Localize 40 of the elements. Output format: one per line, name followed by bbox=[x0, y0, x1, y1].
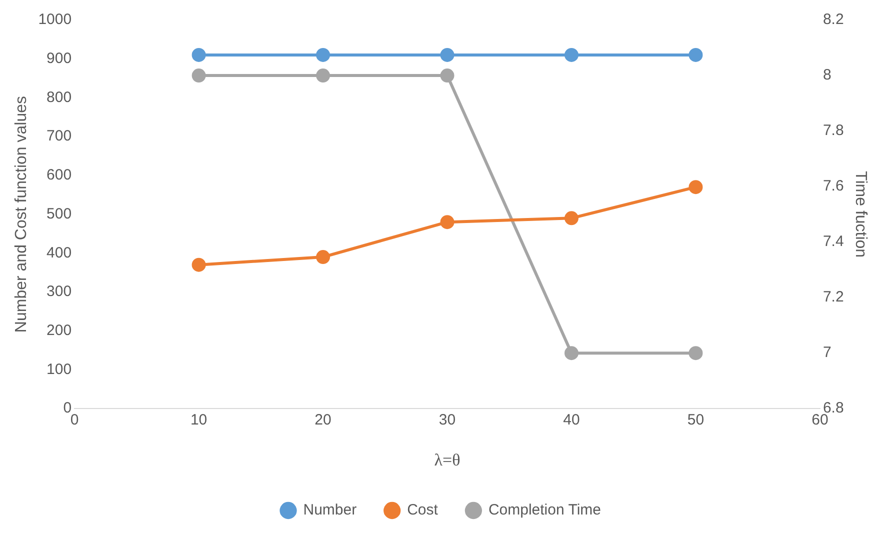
x-axis-title: λ=θ bbox=[434, 450, 460, 470]
y-tick-label: 800 bbox=[46, 88, 72, 106]
point bbox=[316, 250, 330, 264]
y-tick-label: 0 bbox=[63, 400, 72, 417]
point bbox=[192, 258, 206, 272]
point bbox=[564, 211, 578, 226]
x-tick-label: 10 bbox=[190, 412, 208, 429]
point bbox=[564, 48, 578, 62]
x-tick-label: 60 bbox=[812, 412, 828, 429]
y-tick-label: 400 bbox=[46, 244, 72, 262]
x-tick-label: 20 bbox=[314, 412, 332, 429]
y-tick-label: 700 bbox=[46, 128, 72, 145]
y-tick-label: 900 bbox=[46, 50, 72, 67]
point bbox=[192, 48, 206, 62]
y-tick-label: 1000 bbox=[38, 11, 72, 28]
y-tick-label: 600 bbox=[46, 166, 72, 184]
y2-tick-label: 7.4 bbox=[822, 233, 844, 250]
y-tick-label: 100 bbox=[46, 360, 72, 378]
y2-tick-label: 7 bbox=[822, 344, 832, 362]
legend-label: Number bbox=[303, 502, 357, 519]
point bbox=[688, 48, 703, 62]
x-tick-label: 40 bbox=[563, 412, 580, 429]
y2-tick-label: 8 bbox=[822, 66, 832, 84]
point bbox=[688, 180, 703, 194]
y-tick-label: 300 bbox=[46, 283, 72, 300]
point bbox=[316, 48, 330, 62]
legend-label: Completion Time bbox=[488, 502, 601, 519]
point bbox=[440, 215, 454, 230]
y-tick-label: 200 bbox=[46, 322, 72, 340]
y2-tick-label: 7.6 bbox=[822, 178, 844, 195]
y-axis-title: Number and Cost function values bbox=[13, 96, 30, 333]
y-tick-label: 500 bbox=[46, 205, 72, 222]
y2-tick-label: 8.2 bbox=[822, 11, 844, 28]
point bbox=[440, 48, 454, 62]
legend-label: Cost bbox=[407, 502, 439, 519]
x-tick-label: 30 bbox=[438, 412, 456, 429]
y2-axis-title: Time fuction bbox=[852, 171, 869, 258]
y2-tick-label: 7.8 bbox=[822, 122, 844, 140]
x-tick-label: 50 bbox=[687, 412, 704, 429]
y2-tick-label: 7.2 bbox=[822, 288, 844, 306]
